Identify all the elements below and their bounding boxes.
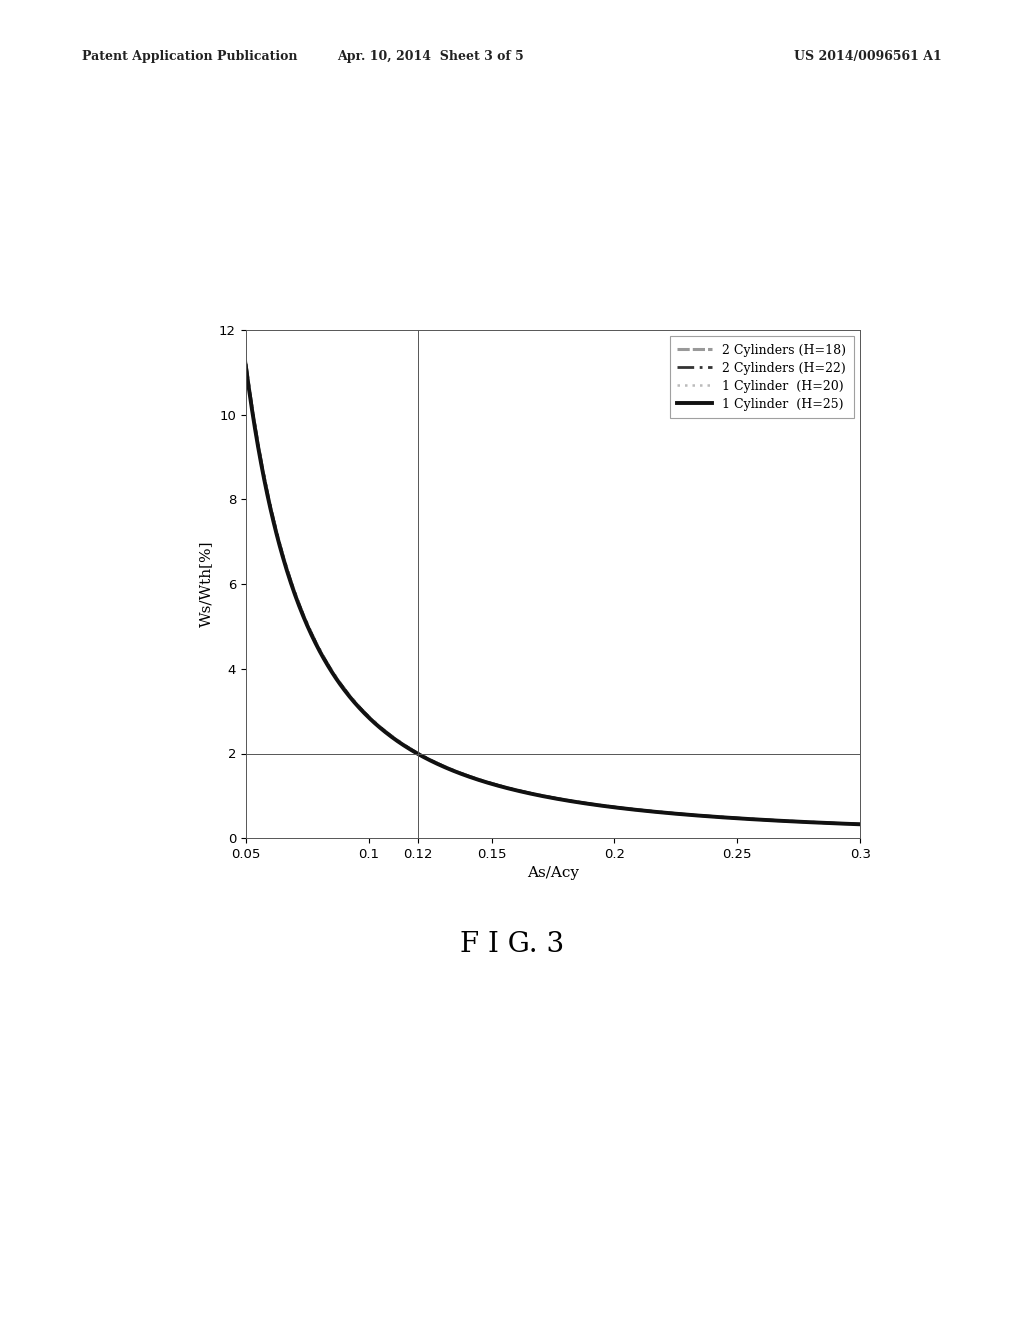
Text: Patent Application Publication: Patent Application Publication [82, 50, 297, 63]
Text: Apr. 10, 2014  Sheet 3 of 5: Apr. 10, 2014 Sheet 3 of 5 [337, 50, 523, 63]
Y-axis label: Ws/Wth[%]: Ws/Wth[%] [200, 541, 213, 627]
Legend: 2 Cylinders (H=18), 2 Cylinders (H=22), 1 Cylinder  (H=20), 1 Cylinder  (H=25): 2 Cylinders (H=18), 2 Cylinders (H=22), … [670, 337, 854, 418]
Text: US 2014/0096561 A1: US 2014/0096561 A1 [795, 50, 942, 63]
Text: F I G. 3: F I G. 3 [460, 931, 564, 957]
X-axis label: As/Acy: As/Acy [527, 866, 579, 880]
